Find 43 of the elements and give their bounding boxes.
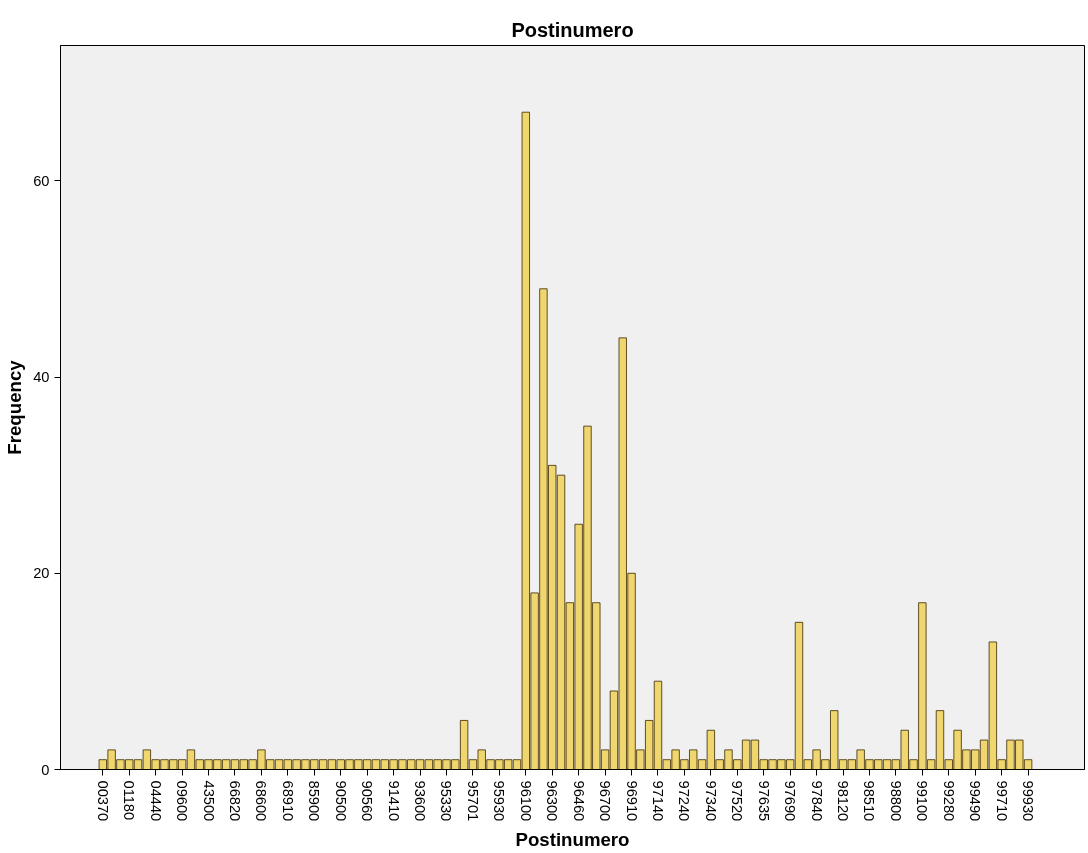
x-tick-label: 09600 — [174, 780, 191, 822]
x-tick-label: 66820 — [226, 780, 243, 822]
x-tick-label: 68600 — [253, 780, 270, 822]
y-tick-label: 40 — [33, 369, 50, 386]
x-tick-label: 01180 — [121, 780, 138, 821]
x-tick-label: 96910 — [623, 780, 640, 822]
y-tick-label: 20 — [33, 565, 50, 582]
x-tick-label: 91410 — [385, 780, 402, 822]
x-tick-label: 90560 — [359, 780, 376, 822]
x-tick-label: 99490 — [967, 780, 984, 822]
x-tick-label: 97840 — [808, 780, 825, 822]
x-tick-label: 99100 — [914, 780, 931, 822]
x-tick-label: 95330 — [438, 780, 455, 822]
x-tick-label: 98120 — [835, 780, 852, 822]
x-tick-label: 85900 — [306, 780, 323, 822]
y-tick-label: 60 — [33, 172, 50, 189]
x-tick-label: 68910 — [279, 780, 296, 822]
x-tick-label: 97635 — [755, 780, 772, 822]
x-tick-label: 97340 — [702, 780, 719, 822]
x-tick-label: 96100 — [517, 780, 534, 822]
x-tick-label: 95930 — [491, 780, 508, 822]
x-tick-label: 97690 — [782, 780, 799, 822]
x-axis-title: Postinumero — [515, 829, 630, 851]
x-tick-label: 96460 — [570, 780, 587, 822]
x-tick-label: 96300 — [544, 780, 561, 822]
x-tick-label: 99930 — [1020, 780, 1037, 822]
x-tick-label: 98800 — [887, 780, 904, 822]
y-axis-title: Frequency — [4, 359, 26, 455]
x-tick-label: 97240 — [676, 780, 693, 822]
x-tick-label: 90500 — [332, 780, 349, 822]
x-tick-label: 97520 — [729, 780, 746, 822]
x-tick-label: 43500 — [200, 780, 217, 822]
x-tick-label: 04440 — [147, 780, 164, 822]
x-tick-label: 96700 — [597, 780, 614, 822]
x-tick-label: 97140 — [649, 780, 666, 822]
chart-title: Postinumero — [511, 18, 634, 41]
x-tick-label: 99280 — [940, 780, 957, 822]
x-tick-label: 95701 — [464, 780, 481, 822]
x-tick-label: 99710 — [993, 780, 1010, 822]
x-tick-label: 93600 — [412, 780, 429, 822]
x-tick-label: 00370 — [94, 780, 111, 822]
x-tick-label: 98510 — [861, 780, 878, 822]
y-tick-label: 0 — [41, 761, 50, 778]
